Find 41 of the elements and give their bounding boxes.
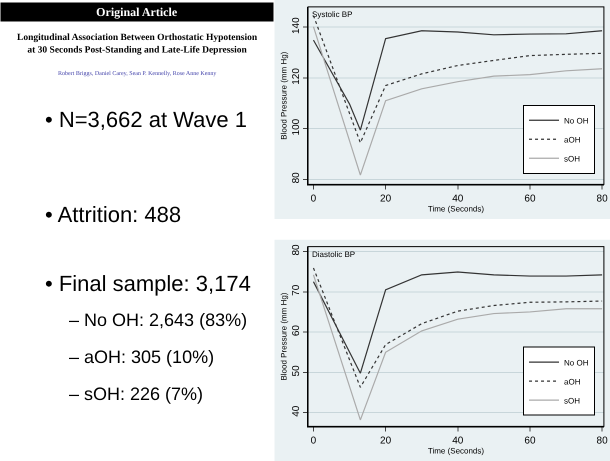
y-tick-label: 50: [291, 364, 302, 376]
y-tick-label: 80: [291, 244, 302, 256]
legend-label: sOH: [564, 396, 580, 406]
legend-label: No OH: [564, 358, 589, 368]
x-tick-label: 20: [380, 435, 392, 446]
y-axis-title: Blood Pressure (mm Hg): [280, 51, 289, 140]
y-tick-label: 60: [291, 324, 302, 336]
text: – sOH: 226 (7%): [69, 384, 204, 404]
chart-title: Diastolic BP: [312, 250, 356, 259]
legend-label: No OH: [564, 116, 589, 126]
legend-label: aOH: [564, 377, 581, 386]
y-tick-label: 40: [291, 405, 302, 417]
x-tick-label: 80: [596, 193, 608, 204]
line-series: [312, 26, 603, 176]
text: • Final sample: 3,174: [45, 271, 251, 296]
x-tick-label: 0: [310, 193, 317, 204]
x-tick-label: 60: [524, 193, 536, 204]
x-tick-label: 40: [452, 193, 464, 204]
line-series: [312, 274, 603, 421]
y-tick-label: 70: [291, 284, 302, 296]
x-axis-title: Time (Seconds): [428, 204, 484, 214]
x-tick-label: 60: [524, 435, 536, 446]
y-tick-label: 140: [291, 16, 302, 34]
text: – aOH: 305 (10%): [69, 347, 214, 367]
y-axis-title: Blood Pressure (mm Hg): [280, 292, 289, 381]
x-tick-label: 20: [380, 193, 392, 204]
text: • N=3,662 at Wave 1: [45, 107, 247, 132]
x-axis-title: Time (Seconds): [428, 446, 484, 456]
text: • Attrition: 488: [45, 202, 182, 227]
text: Original Article: [96, 5, 178, 19]
y-tick-label: 120: [291, 68, 302, 85]
y-tick-label: 100: [291, 118, 302, 136]
text: – No OH: 2,643 (83%): [69, 310, 248, 330]
chart-title: Systolic BP: [312, 10, 352, 19]
y-tick-label: 80: [291, 172, 302, 184]
x-tick-label: 0: [310, 435, 317, 446]
x-tick-label: 80: [596, 435, 608, 446]
legend-label: sOH: [564, 154, 580, 164]
x-tick-label: 40: [452, 435, 464, 446]
legend-label: aOH: [564, 135, 581, 144]
text: Longitudinal Association Between Orthostatic Hypotension at 30 Seconds Post-Standing and Late-Life Depression: [17, 33, 258, 56]
